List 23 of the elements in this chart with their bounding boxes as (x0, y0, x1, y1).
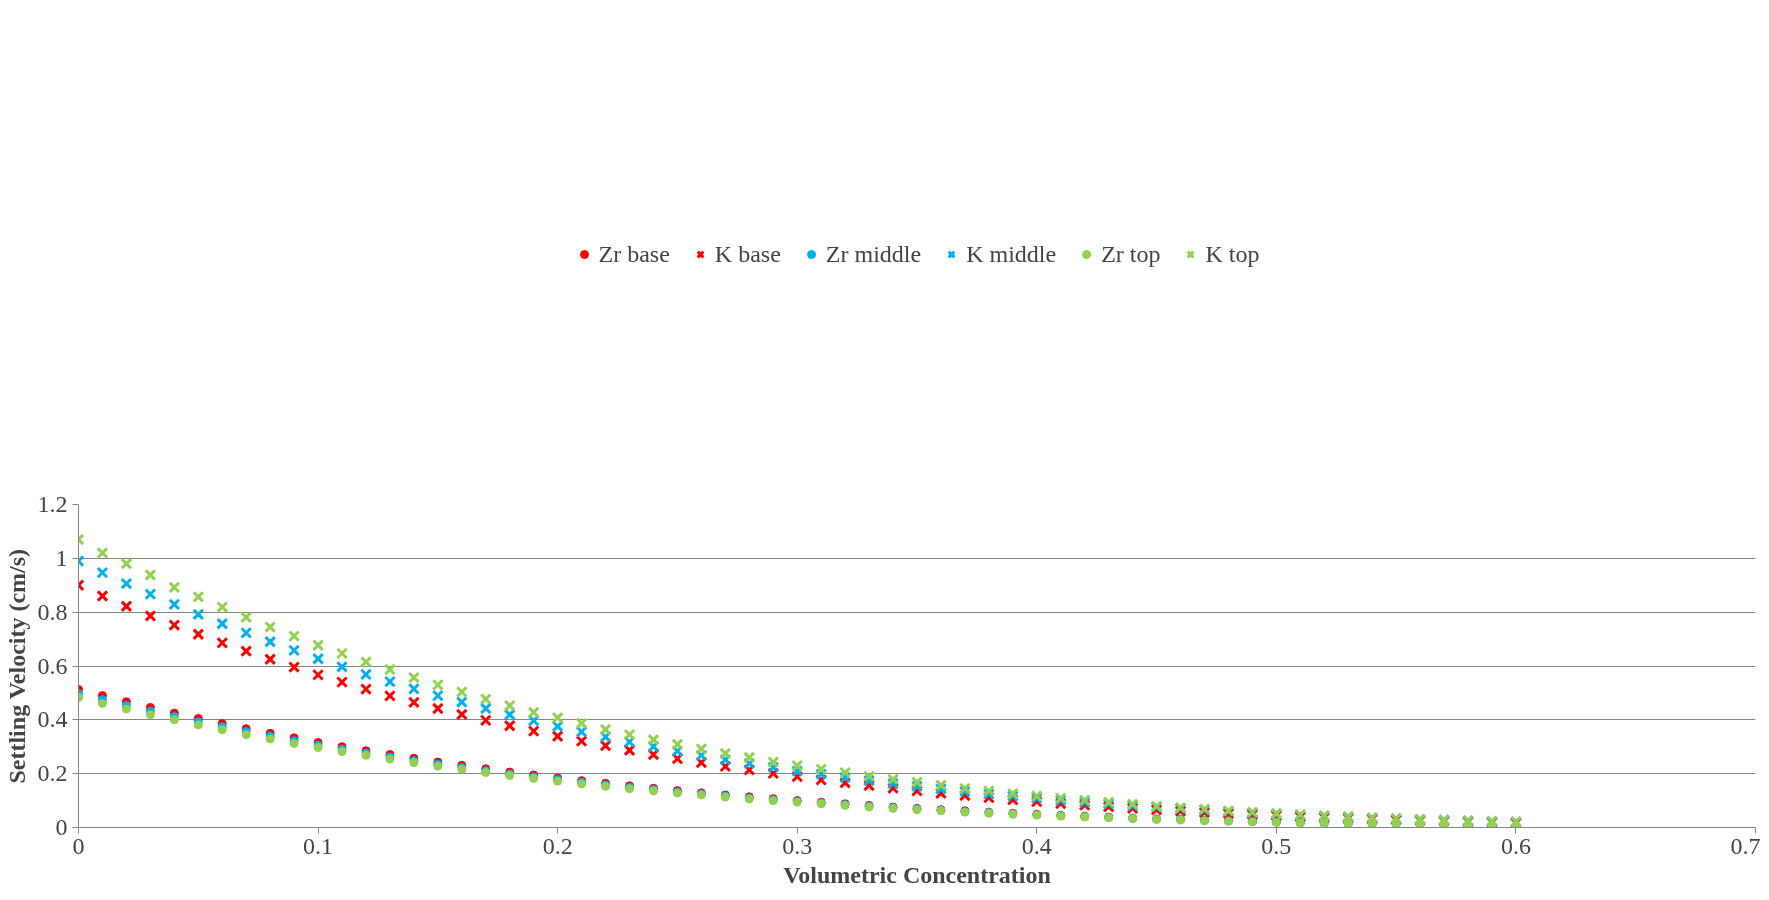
y-tick-label: 1 (55, 544, 68, 571)
x-tick-label: 0.7 (1730, 832, 1761, 859)
x-tick-label: 0.4 (1021, 832, 1052, 859)
legend-label: K top (1205, 240, 1260, 268)
y-tick-label: 0.2 (37, 760, 68, 787)
y-tick-label: 0.8 (37, 598, 68, 625)
y-tick-label: 0.4 (37, 706, 68, 733)
x-tick-label: 0 (72, 832, 85, 859)
x-tick-label: 0.1 (303, 832, 334, 859)
x-axis-title: Volumetric Concentration (783, 861, 1051, 888)
legend-label: K base (714, 240, 781, 268)
legend-label: Zr top (1101, 240, 1161, 268)
x-tick-label: 0.3 (782, 832, 813, 859)
legend-label: Zr base (598, 240, 670, 268)
x-tick-label: 0.5 (1261, 832, 1292, 859)
x-tick-label: 0.2 (542, 832, 573, 859)
legend-label: Zr middle (825, 240, 922, 268)
y-axis-title: Settling Velocity (cm/s) (3, 548, 30, 784)
legend-label: K middle (966, 240, 1057, 268)
y-tick-label: 1.2 (37, 491, 68, 517)
x-tick-label: 0.6 (1500, 832, 1531, 859)
y-tick-label: 0 (55, 814, 68, 840)
y-tick-label: 0.6 (37, 652, 68, 679)
